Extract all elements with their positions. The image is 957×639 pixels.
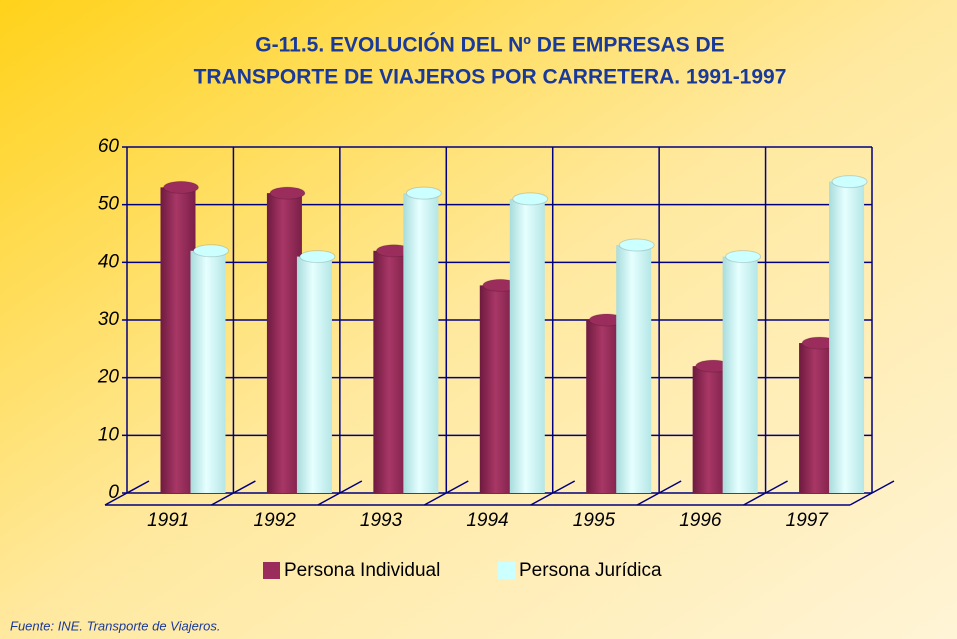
y-tick-label: 30: [98, 309, 120, 330]
chart-title: TRANSPORTE DE VIAJEROS POR CARRETERA. 19…: [194, 66, 787, 89]
bar-cap: [512, 192, 549, 206]
floor-edge: [423, 480, 469, 506]
chart-title: G-11.5. EVOLUCIÓN DEL Nº DE EMPRESAS DE: [255, 33, 724, 57]
floor-edge: [211, 480, 256, 506]
bar: [616, 245, 652, 493]
floor-edge: [636, 480, 682, 506]
x-tick-label: 1993: [360, 510, 403, 531]
y-tick-label: 0: [108, 482, 119, 503]
bar: [160, 187, 196, 493]
bar: [799, 343, 835, 493]
bar-cap: [725, 250, 762, 264]
bar: [373, 250, 409, 493]
bar-cap: [618, 238, 655, 252]
y-tick-label: 60: [98, 136, 120, 157]
y-tick-label: 50: [98, 194, 120, 215]
legend-swatch: [498, 562, 515, 579]
legend-label: Persona Jurídica: [519, 560, 662, 581]
y-tick-label: 20: [97, 367, 120, 388]
floor-edge: [317, 480, 363, 506]
bar: [692, 366, 728, 493]
bar: [509, 198, 545, 493]
bar-cap: [831, 175, 868, 189]
bar-cap: [269, 186, 306, 200]
bar: [403, 193, 439, 493]
legend-swatch: [263, 562, 280, 579]
legend-label: Persona Individual: [284, 560, 440, 581]
bar: [190, 250, 226, 493]
floor-edge: [530, 480, 576, 506]
bar: [266, 193, 302, 493]
x-tick-label: 1995: [573, 510, 616, 531]
x-tick-label: 1996: [679, 510, 722, 531]
bar: [586, 320, 622, 493]
x-tick-label: 1991: [147, 510, 189, 531]
x-tick-label: 1994: [466, 510, 508, 531]
x-tick-label: 1992: [254, 510, 297, 531]
bar-cap: [193, 244, 229, 258]
floor-edge: [104, 480, 150, 506]
bar-cap: [405, 186, 442, 200]
y-tick-label: 10: [98, 424, 120, 445]
bar: [479, 285, 515, 493]
floor-edge: [743, 480, 788, 506]
bar: [296, 256, 332, 493]
x-tick-label: 1997: [786, 510, 830, 531]
bar: [829, 181, 865, 493]
bar: [722, 256, 758, 493]
bar-cap: [163, 180, 199, 194]
floor-edge: [849, 480, 895, 506]
y-tick-label: 40: [98, 251, 120, 272]
bar-cap: [299, 250, 336, 264]
source-note: Fuente: INE. Transporte de Viajeros.: [10, 618, 221, 633]
